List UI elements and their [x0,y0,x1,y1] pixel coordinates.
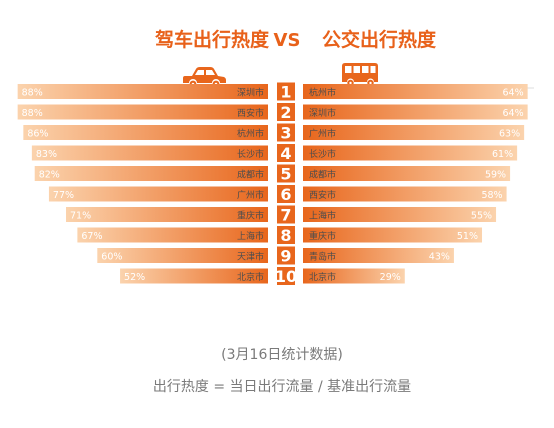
left-bar-city: 北京市 [237,271,264,283]
right-bar-value: 29% [380,272,401,283]
right-bar [303,186,507,202]
right-bar-value: 64% [503,88,524,99]
right-bar [303,104,528,120]
left-bar-city: 成都市 [237,169,264,181]
rank-badge [277,226,295,244]
right-bar-value: 58% [481,190,502,201]
rank-number: 4 [280,144,291,163]
rank-number: 2 [280,103,291,122]
right-bar-city: 广州市 [309,128,336,140]
right-bar-value: 61% [492,149,513,160]
left-bar-city: 重庆市 [237,210,264,222]
right-bar-city: 深圳市 [309,107,336,119]
rank-number: 6 [280,185,291,204]
right-bar-value: 51% [457,231,478,242]
bus-icon [342,63,378,87]
rank-number: 8 [280,226,291,245]
rank-number: 1 [280,83,291,102]
right-bar [303,227,483,243]
left-chart-title: 驾车出行热度 [155,28,270,51]
rank-number: 9 [280,247,291,266]
right-bar [303,84,528,99]
left-bar-city: 长沙市 [237,148,264,160]
right-bar-city: 西安市 [309,189,336,201]
left-bar-value: 71% [70,211,91,222]
rank-badge [277,205,295,224]
left-bar-city: 西安市 [237,107,264,119]
rank-badge [277,82,295,101]
right-bar [303,268,405,284]
vs-label: VS [274,30,301,51]
left-bar [23,125,268,140]
right-bar-value: 55% [471,211,492,222]
left-bar [34,166,269,181]
left-bar [17,104,268,120]
rank-badge [277,246,295,265]
right-bar [303,166,511,181]
left-bar-value: 67% [81,231,102,242]
left-bar [120,268,268,284]
right-bar-value: 59% [485,170,506,181]
rank-number: 7 [280,206,291,225]
left-bar [17,84,268,99]
right-bar [303,145,518,161]
left-bar [77,227,268,243]
left-bar [97,248,268,263]
right-bar-value: 64% [503,108,524,119]
rank-number: 5 [280,165,291,184]
left-bar-value: 77% [53,190,74,201]
right-bar-city: 北京市 [309,271,336,283]
left-bar-city: 深圳市 [237,87,264,99]
left-bar-value: 88% [22,108,43,119]
right-bar [303,248,454,263]
right-bar-city: 上海市 [309,210,336,222]
chart-rows: 88% 深圳市 1 64% 杭州市 88% 西安市 2 64% 深圳市 86% 杭州市 3 63% 广州市 8… [17,82,528,286]
right-bar-value: 63% [499,129,520,140]
left-bar [66,207,268,222]
right-bar-city: 青岛市 [309,251,336,263]
right-bar-value: 43% [429,252,450,263]
rank-badge [277,267,295,285]
left-bar-value: 82% [39,170,60,181]
right-bar-city: 重庆市 [309,230,336,242]
right-chart-title: 公交出行热度 [322,28,437,51]
right-bar-city: 长沙市 [309,148,336,160]
right-bar [303,125,525,140]
left-bar [31,145,268,161]
left-bar-city: 天津市 [237,251,264,263]
rank-badge [277,185,295,203]
rank-number: 3 [280,124,291,143]
left-bar-value: 88% [22,88,43,99]
left-bar-city: 上海市 [237,230,264,242]
rank-number: 10 [275,267,297,286]
left-bar-city: 杭州市 [237,128,264,140]
left-bar-value: 60% [101,252,122,263]
left-bar-value: 86% [27,129,48,140]
rank-badge [277,103,295,121]
rank-badge [277,164,295,183]
right-bar-city: 成都市 [309,169,336,181]
left-bar-value: 52% [124,272,145,283]
footnote-date: (3月16日统计数据) [221,347,343,363]
left-bar-value: 83% [36,149,57,160]
right-bar-city: 杭州市 [309,87,336,99]
right-bar [303,207,497,222]
left-bar-city: 广州市 [237,189,264,201]
rank-badge [277,144,295,162]
footnote-formula: 出行热度 = 当日出行流量 / 基准出行流量 [153,378,411,395]
left-bar [48,186,269,202]
rank-badge [277,123,295,142]
